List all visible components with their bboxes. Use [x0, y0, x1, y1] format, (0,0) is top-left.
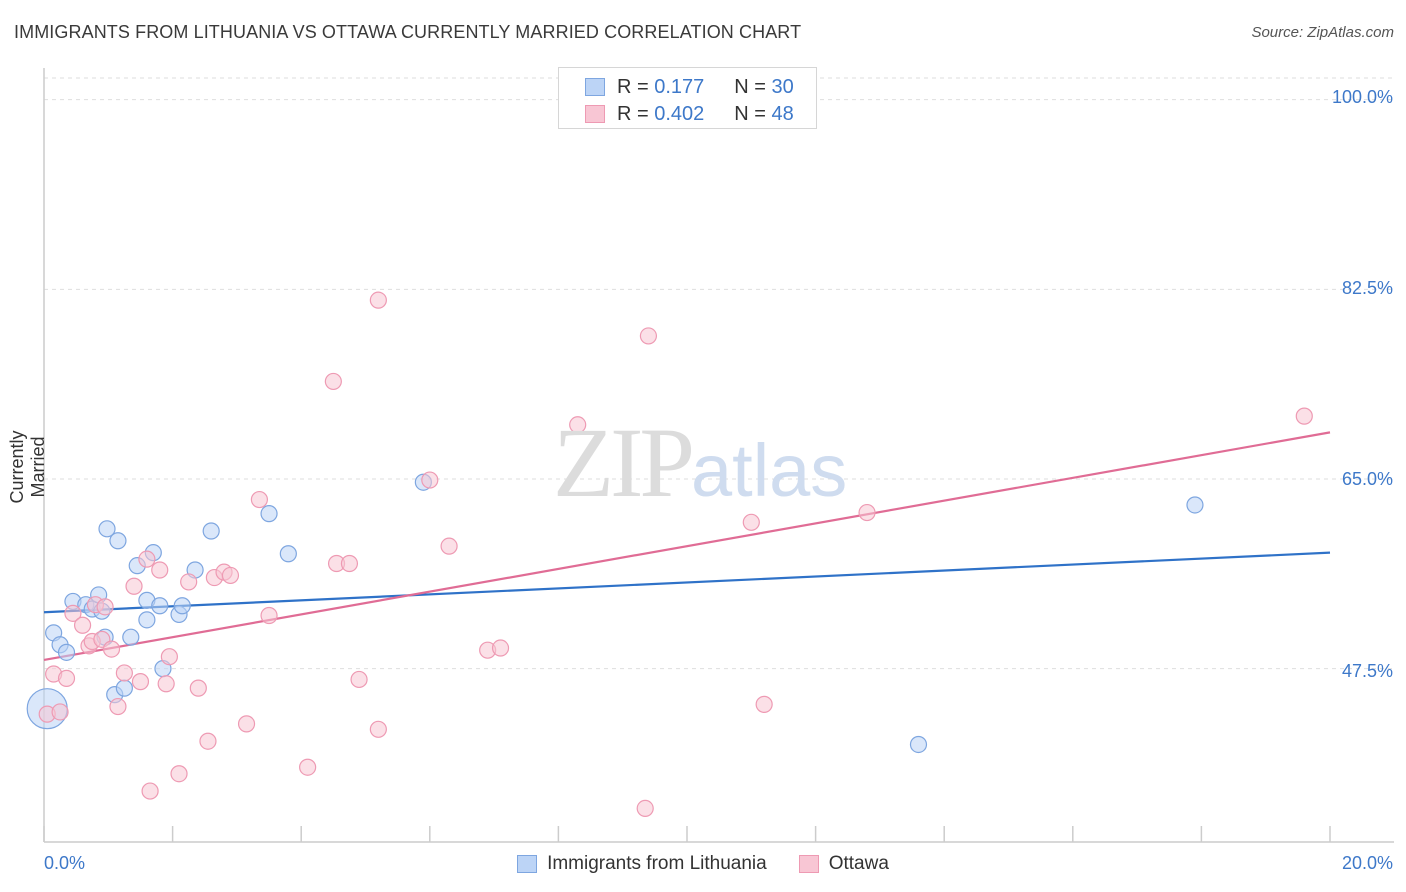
n-label: N =: [734, 75, 766, 98]
lithuania-point: [138, 611, 156, 629]
ottawa-point: [858, 503, 876, 522]
ottawa-point: [369, 720, 387, 738]
lithuania-point: [279, 545, 297, 563]
series-legend: Immigrants from Lithuania Ottawa: [0, 851, 1406, 877]
ottawa-point: [170, 765, 188, 783]
stats-legend-row-lithuania: R = 0.177 N = 30: [585, 74, 794, 100]
lithuania-point: [98, 520, 116, 538]
x-tick-label-max: 20.0%: [1341, 853, 1393, 873]
ottawa-point: [742, 513, 760, 531]
n-value-lithuania: 30: [771, 75, 794, 98]
ottawa-trend-line: [43, 431, 1331, 662]
x-tick-label-min: 0.0%: [44, 853, 86, 873]
zipatlas-watermark: ZIPatlas: [553, 407, 848, 518]
ottawa-point: [250, 490, 269, 509]
legend-item-lithuania[interactable]: Immigrants from Lithuania: [517, 853, 767, 875]
ottawa-point: [151, 561, 169, 579]
lithuania-point: [57, 643, 76, 661]
lithuania-point: [151, 597, 169, 615]
axes: [43, 68, 1394, 843]
legend-label-ottawa: Ottawa: [828, 853, 889, 874]
ottawa-point: [131, 673, 150, 691]
y-tick-label: 47.5%: [1341, 661, 1393, 681]
ottawa-point: [109, 697, 127, 716]
lithuania-point: [122, 628, 140, 646]
ottawa-point: [491, 639, 510, 657]
lithuania-point: [109, 532, 127, 550]
ottawa-point: [199, 732, 217, 750]
y-tick-label: 65.0%: [1341, 469, 1393, 489]
lithuania-trend-line: [43, 551, 1331, 614]
ottawa-point: [73, 616, 92, 634]
ottawa-point: [421, 471, 439, 489]
ottawa-point: [1295, 407, 1313, 425]
ottawa-point: [324, 372, 342, 391]
ottawa-point: [157, 675, 175, 693]
ottawa-point: [299, 758, 317, 776]
lithuania-swatch: [585, 78, 605, 96]
ottawa-point: [440, 537, 458, 555]
ottawa-point: [369, 291, 387, 309]
ottawa-point: [64, 604, 82, 622]
ottawa-point: [96, 598, 114, 616]
lithuania-point: [173, 597, 191, 615]
stats-legend-row-ottawa: R = 0.402 N = 48: [585, 101, 794, 127]
y-tick-label: 82.5%: [1341, 278, 1393, 298]
trend-lines: [43, 431, 1331, 662]
ottawa-point: [141, 782, 159, 800]
ottawa-point: [102, 640, 121, 658]
ottawa-swatch: [585, 105, 605, 123]
legend-item-ottawa[interactable]: Ottawa: [798, 853, 889, 875]
chart-title: IMMIGRANTS FROM LITHUANIA VS OTTAWA CURR…: [14, 22, 802, 42]
ottawa-point: [639, 327, 658, 345]
ottawa-swatch: [798, 855, 819, 873]
y-tick-label: 100.0%: [1331, 87, 1393, 107]
r-value-ottawa: 0.402: [654, 102, 705, 125]
ottawa-point: [125, 577, 143, 595]
lithuania-point: [1186, 496, 1204, 514]
n-value-ottawa: 48: [771, 102, 794, 125]
r-label: R =: [617, 102, 649, 125]
lithuania-swatch: [517, 855, 538, 873]
ottawa-point: [180, 573, 198, 591]
data-points: [26, 291, 1313, 818]
lithuania-point: [115, 679, 133, 697]
ottawa-point: [57, 669, 76, 687]
ottawa-point: [636, 799, 654, 818]
ottawa-point: [189, 679, 207, 697]
legend-label-lithuania: Immigrants from Lithuania: [547, 853, 767, 874]
ottawa-point: [350, 670, 368, 689]
lithuania-point: [260, 505, 278, 523]
ottawa-point: [138, 550, 156, 568]
ottawa-point: [115, 664, 133, 682]
lithuania-point: [909, 735, 928, 754]
y-axis-title: Currently Married: [7, 430, 48, 504]
source-label: Source: ZipAtlas.com: [1251, 24, 1394, 41]
r-label: R =: [617, 75, 649, 98]
lithuania-point: [202, 522, 220, 540]
stats-legend: R = 0.177 N = 30 R = 0.402 N = 48: [558, 67, 817, 129]
ottawa-point: [755, 695, 773, 713]
ottawa-point: [221, 566, 240, 585]
ottawa-point: [340, 554, 359, 573]
ottawa-point: [237, 715, 256, 733]
ottawa-point: [569, 416, 587, 434]
ottawa-point: [160, 648, 178, 666]
ottawa-point: [260, 606, 278, 625]
n-label: N =: [734, 102, 766, 125]
r-value-lithuania: 0.177: [654, 75, 705, 98]
ottawa-point: [51, 703, 69, 721]
